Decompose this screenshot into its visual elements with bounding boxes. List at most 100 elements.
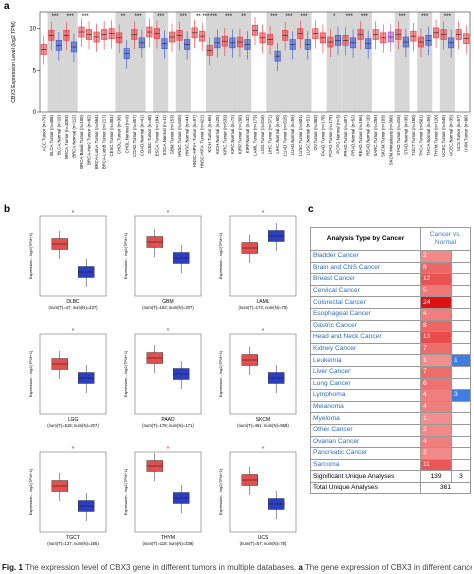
x-tick-label: CHOL.Tumor (n=36)	[117, 114, 122, 154]
significance: **	[121, 14, 126, 20]
down-count	[450, 400, 472, 414]
x-tick-label: BRCA-Her2.Tumor (n=82)	[87, 114, 92, 164]
y-axis-label: Expression - log2(TPM+1)	[123, 232, 128, 279]
table-row: Myeloma 1	[310, 412, 472, 425]
x-tick-label: SARC.Tumor (n=259)	[373, 114, 378, 156]
x-tick-label: KICH.Normal (n=25)	[215, 114, 220, 154]
significance: *	[262, 328, 265, 335]
footer-value: 361	[419, 481, 472, 495]
table-row: Sarcoma 11	[310, 458, 472, 472]
header-row: Analysis Type by Cancer Cancer vs. Normal	[310, 227, 472, 251]
x-tick-label: ESCA.Normal (n=11)	[162, 114, 167, 155]
pair-band	[394, 12, 410, 112]
cancer-name: Sarcoma	[310, 458, 421, 472]
table-row: Leukemia 1 1	[310, 354, 472, 367]
x-tick-label: TGCT.Tumor (n=150)	[411, 114, 416, 155]
significance: *	[72, 210, 75, 217]
cancer-name: Myeloma	[310, 412, 421, 425]
footer-value: 139	[420, 470, 452, 483]
panel-title: LGG	[68, 417, 79, 423]
up-count: 6	[420, 377, 452, 391]
x-tick-label: GBM.Tumor (n=153)	[170, 114, 175, 154]
down-count: 3	[450, 389, 472, 402]
up-count: 13	[420, 331, 452, 344]
x-tick-label: CHOL.Normal (n=9)	[124, 114, 129, 153]
x-tick-label: DLBC.Tumor (n=48)	[147, 114, 152, 153]
x-tick-label: READ.Tumor (n=166)	[358, 114, 363, 156]
x-axis-label: (num(T)=57; num(N)=78)	[240, 541, 287, 546]
plot-frame	[229, 215, 297, 297]
x-tick-label: THYM.Tumor (n=120)	[434, 114, 439, 156]
caption-label: Fig. 1	[2, 563, 23, 572]
cancer-name: Leukemia	[310, 354, 421, 367]
x-tick-label: THCA.Tumor (n=501)	[418, 114, 423, 156]
x-tick-label: KIRP.Normal (n=32)	[245, 114, 250, 153]
x-axis-label: (num(T)=163; num(N)=207)	[142, 305, 194, 310]
cancer-name: Kidney Cancer	[310, 342, 421, 356]
plot-frame	[39, 333, 107, 415]
significance: ***	[270, 14, 278, 20]
down-count	[450, 284, 472, 298]
table-row: Pancreatic Cancer 2	[310, 447, 472, 460]
up-count: 1	[420, 354, 452, 367]
x-tick-label: BRCA.Normal (n=112)	[71, 114, 76, 157]
significance: ***	[285, 14, 293, 20]
plot-frame	[134, 333, 202, 415]
pair-band	[47, 12, 63, 112]
pair-band	[326, 12, 342, 112]
panel-title: TGCT	[66, 535, 80, 541]
table-row: Kidney Cancer 7	[310, 342, 472, 356]
up-count: 2	[420, 447, 452, 460]
table-row: Other Cancer 2	[310, 423, 472, 437]
x-tick-label: ESCA.Tumor (n=184)	[154, 114, 159, 156]
table-row: Melanoma 4	[310, 400, 472, 414]
y-axis-label: Expression - log2(TPM+1)	[218, 468, 223, 515]
x-tick-label: ACC.Tumor (n=79)	[41, 114, 46, 151]
cancer-name: Pancreatic Cancer	[310, 447, 421, 460]
y-axis-label: Expression - log2(TPM+1)	[218, 232, 223, 279]
table-row: Gastric Cancer 8	[310, 319, 472, 333]
cancer-name: Brain and CNS Cancer	[310, 261, 421, 275]
significance: *	[167, 328, 170, 335]
panel-title: PAAD	[161, 417, 175, 423]
down-count	[450, 331, 472, 344]
significance: ***	[135, 14, 143, 20]
x-tick-label: LIHC.Normal (n=50)	[275, 114, 280, 153]
panel-title: SKCM	[256, 417, 270, 423]
table-row: Ovarian Cancer 4	[310, 435, 472, 449]
table-row: Breast Cancer 12	[310, 273, 472, 286]
x-tick-label: STAD.Normal (n=35)	[403, 114, 408, 154]
significance: ***	[157, 14, 165, 20]
table-row: Cervical Cancer 5	[310, 284, 472, 298]
y-axis-label: Expression - log2(TPM+1)	[218, 350, 223, 397]
y-axis-label: Expression - log2(TPM+1)	[28, 468, 33, 515]
footer-value: 3	[450, 470, 472, 483]
significance: *	[72, 328, 75, 335]
x-tick-label: HNSC-HPV+.Tumor (n=97)	[192, 114, 197, 167]
figure-caption: Fig. 1 The expression level of CBX3 gene…	[2, 563, 472, 572]
cancer-name: Colorectal Cancer	[310, 296, 421, 309]
up-count: 5	[420, 284, 452, 298]
down-count	[450, 250, 472, 263]
down-count	[450, 296, 472, 309]
up-count: 7	[420, 365, 452, 379]
pair-band	[417, 12, 433, 112]
x-tick-label: STAD.Tumor (n=415)	[396, 114, 401, 155]
panel-label: a	[4, 1, 10, 12]
x-tick-label: KIRP.Tumor (n=290)	[237, 114, 242, 154]
x-tick-label: OV.Tumor (n=303)	[313, 114, 318, 150]
pair-band	[153, 12, 169, 112]
down-count	[450, 342, 472, 356]
cancer-name: Bladder Cancer	[310, 250, 421, 263]
significance: ***	[52, 14, 60, 20]
y-tick-label: 5	[33, 68, 37, 74]
significance: ***	[301, 14, 309, 20]
significance: *	[72, 446, 75, 453]
x-tick-label: BRCA-Basal.Tumor (n=190)	[79, 114, 84, 168]
up-count: 4	[420, 389, 452, 402]
x-axis-label: (num(T)=518; num(N)=207)	[47, 423, 99, 428]
significance: ***	[210, 14, 218, 20]
table-row: Lymphoma 4 3	[310, 389, 472, 402]
cancer-name: Esophageal Cancer	[310, 307, 421, 321]
panel-label: c	[308, 204, 314, 215]
